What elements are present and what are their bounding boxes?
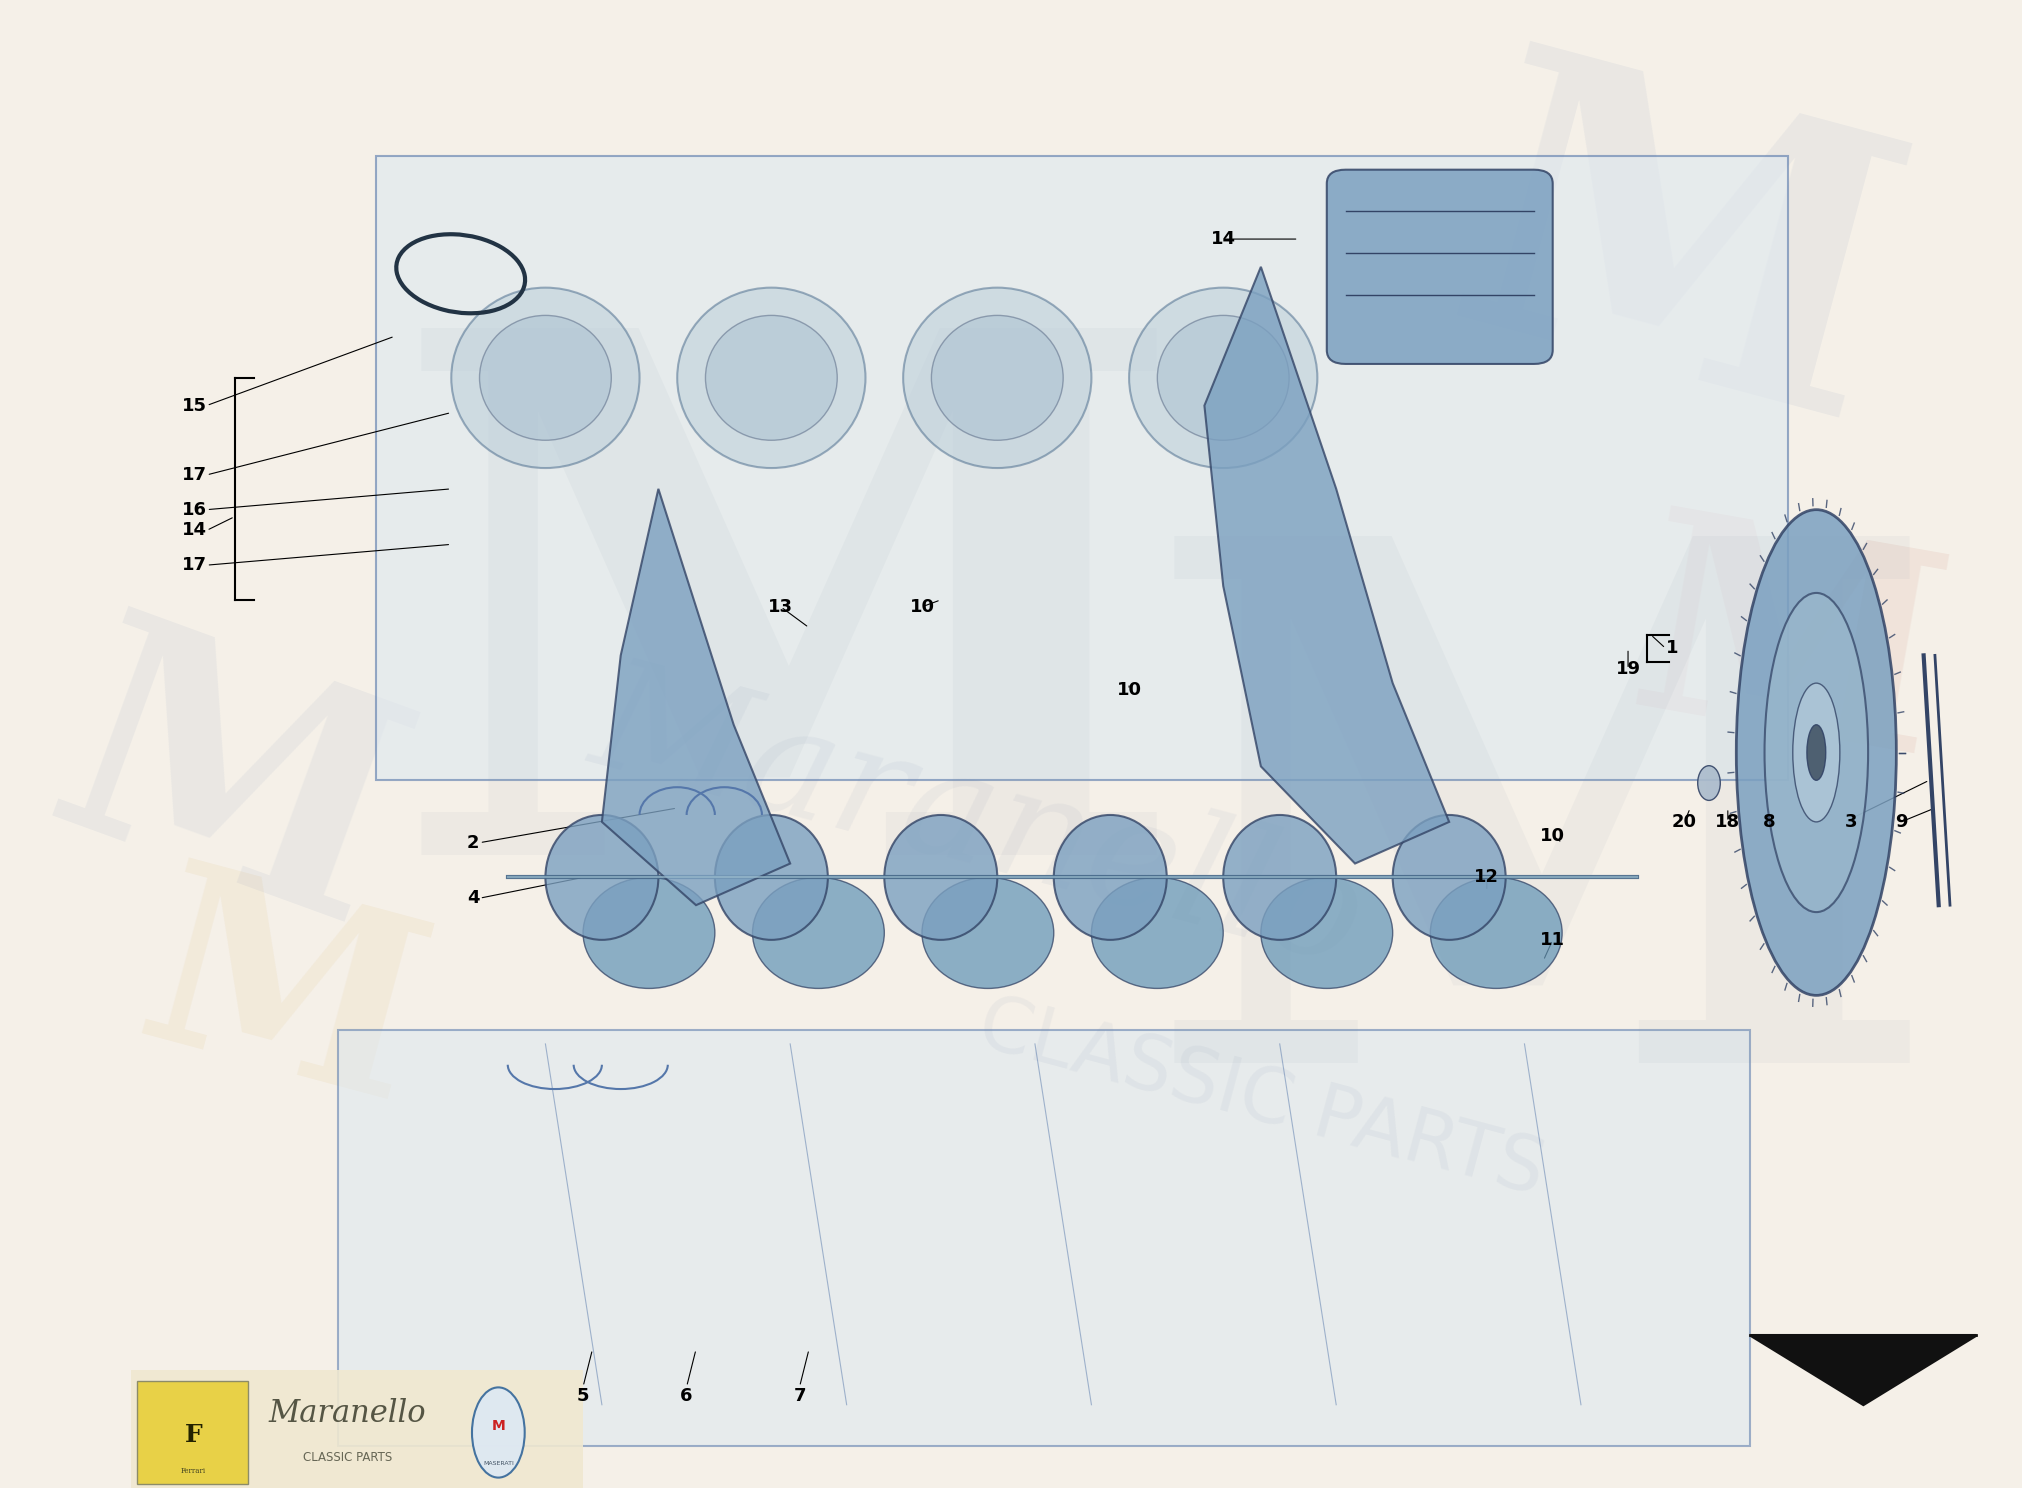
Ellipse shape (471, 1387, 524, 1478)
Text: 4: 4 (467, 890, 479, 908)
Text: 9: 9 (1895, 812, 1907, 830)
Ellipse shape (1808, 725, 1826, 780)
Text: 7: 7 (793, 1387, 807, 1405)
Text: M: M (1144, 513, 1943, 1213)
Text: M: M (491, 1418, 506, 1433)
Text: Maranello: Maranello (578, 647, 1379, 995)
Ellipse shape (1262, 878, 1393, 988)
Text: M: M (1417, 30, 1931, 504)
Ellipse shape (932, 315, 1064, 440)
Ellipse shape (582, 878, 716, 988)
Ellipse shape (1053, 815, 1167, 940)
Text: 14: 14 (1211, 231, 1235, 248)
Ellipse shape (451, 287, 639, 469)
Ellipse shape (677, 287, 865, 469)
Ellipse shape (904, 287, 1092, 469)
Ellipse shape (706, 315, 837, 440)
Text: 5: 5 (576, 1387, 588, 1405)
Text: 19: 19 (1616, 661, 1640, 679)
Ellipse shape (884, 815, 997, 940)
Text: 1: 1 (1666, 640, 1678, 658)
Text: 10: 10 (1541, 827, 1565, 845)
Ellipse shape (546, 815, 659, 940)
Text: 18: 18 (1715, 812, 1741, 830)
Text: 20: 20 (1672, 812, 1696, 830)
Polygon shape (1751, 1335, 1975, 1405)
Ellipse shape (1737, 510, 1897, 995)
Ellipse shape (752, 878, 884, 988)
Text: CLASSIC PARTS: CLASSIC PARTS (303, 1451, 392, 1464)
Ellipse shape (922, 878, 1053, 988)
Text: Maranello: Maranello (269, 1397, 427, 1428)
Text: M: M (117, 850, 447, 1155)
Text: 14: 14 (182, 521, 206, 540)
Ellipse shape (1698, 766, 1721, 801)
FancyBboxPatch shape (376, 156, 1787, 780)
Text: 3: 3 (1844, 812, 1856, 830)
FancyBboxPatch shape (1326, 170, 1553, 365)
Polygon shape (603, 490, 791, 905)
Ellipse shape (479, 315, 611, 440)
Ellipse shape (1393, 815, 1506, 940)
Ellipse shape (716, 815, 827, 940)
FancyBboxPatch shape (131, 1370, 582, 1488)
Text: M: M (1614, 496, 1963, 814)
Text: Ferrari: Ferrari (180, 1467, 206, 1475)
Text: M: M (16, 597, 435, 991)
FancyBboxPatch shape (338, 1030, 1751, 1446)
Text: 11: 11 (1541, 931, 1565, 949)
Text: F: F (184, 1423, 202, 1448)
Text: 15: 15 (182, 397, 206, 415)
Ellipse shape (1794, 683, 1840, 821)
Text: 13: 13 (768, 598, 793, 616)
Text: 16: 16 (182, 500, 206, 519)
Text: 12: 12 (1474, 869, 1500, 887)
FancyBboxPatch shape (137, 1381, 249, 1484)
Text: 2: 2 (467, 833, 479, 851)
Text: 6: 6 (679, 1387, 694, 1405)
Text: MASERATI: MASERATI (483, 1461, 514, 1466)
Ellipse shape (1157, 315, 1290, 440)
Text: M: M (390, 307, 1189, 1004)
Text: CLASSIC PARTS: CLASSIC PARTS (971, 988, 1553, 1211)
Text: 8: 8 (1763, 812, 1775, 830)
Text: 17: 17 (182, 557, 206, 574)
Ellipse shape (1765, 592, 1868, 912)
Ellipse shape (1430, 878, 1563, 988)
Ellipse shape (1092, 878, 1223, 988)
Text: 10: 10 (1116, 682, 1142, 699)
Text: 17: 17 (182, 466, 206, 484)
Ellipse shape (1128, 287, 1318, 469)
Text: 10: 10 (910, 598, 934, 616)
Ellipse shape (1223, 815, 1337, 940)
Polygon shape (1205, 266, 1450, 863)
